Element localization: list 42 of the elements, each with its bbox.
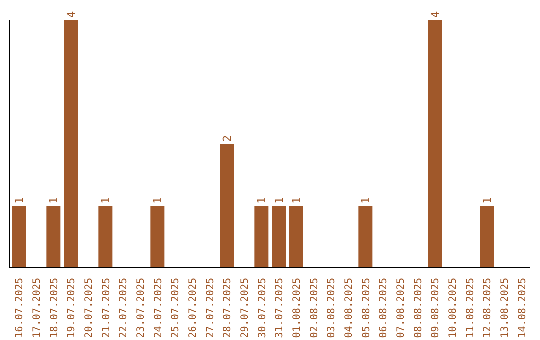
data-label: 1 <box>273 197 286 204</box>
x-tick-label: 22.07.2025 <box>118 278 130 338</box>
x-tick-label: 17.07.2025 <box>32 278 43 338</box>
x-tick-label: 27.07.2025 <box>205 278 216 338</box>
data-label: 1 <box>256 197 269 204</box>
x-tick-label: 28.07.2025 <box>222 278 234 338</box>
data-label: 4 <box>65 11 78 18</box>
x-tick-label: 08.08.2025 <box>413 278 424 338</box>
x-tick-label: 13.08.2025 <box>500 278 511 338</box>
x-tick-label: 14.08.2025 <box>517 278 528 338</box>
x-tick-label: 31.07.2025 <box>274 278 286 338</box>
x-tick-label: 09.08.2025 <box>430 278 442 338</box>
x-tick-label: 07.08.2025 <box>396 278 407 338</box>
x-tick-label: 03.08.2025 <box>326 278 338 338</box>
data-label: 1 <box>100 197 113 204</box>
data-label: 1 <box>13 197 26 204</box>
x-tick-label: 26.07.2025 <box>188 278 199 338</box>
x-tick-label: 18.07.2025 <box>49 278 60 338</box>
data-label: 2 <box>221 135 234 142</box>
x-tick-label: 30.07.2025 <box>257 278 268 338</box>
data-label: 1 <box>290 197 304 204</box>
data-label: 1 <box>48 197 61 204</box>
x-tick-label: 24.07.2025 <box>153 278 164 338</box>
x-tick-label: 11.08.2025 <box>465 278 476 338</box>
x-tick-label: 21.07.2025 <box>101 278 112 338</box>
x-tick-label: 01.08.2025 <box>292 278 303 338</box>
data-label: 1 <box>152 197 165 204</box>
data-label: 1 <box>481 197 494 204</box>
x-tick-label: 23.07.2025 <box>136 278 147 338</box>
data-label: 4 <box>429 11 442 18</box>
data-label: 1 <box>360 197 373 204</box>
x-tick-label: 12.08.2025 <box>482 278 494 338</box>
x-tick-label: 06.08.2025 <box>378 278 390 338</box>
x-tick-label: 25.07.2025 <box>170 278 182 338</box>
x-tick-label: 10.08.2025 <box>448 278 459 338</box>
x-tick-label: 05.08.2025 <box>361 278 372 338</box>
x-tick-label: 04.08.2025 <box>344 278 355 338</box>
x-tick-label: 19.07.2025 <box>66 278 78 338</box>
x-tick-label: 29.07.2025 <box>240 278 251 338</box>
x-tick-label: 02.08.2025 <box>309 278 320 338</box>
x-tick-label: 16.07.2025 <box>14 278 26 338</box>
x-tick-label: 20.07.2025 <box>84 278 95 338</box>
